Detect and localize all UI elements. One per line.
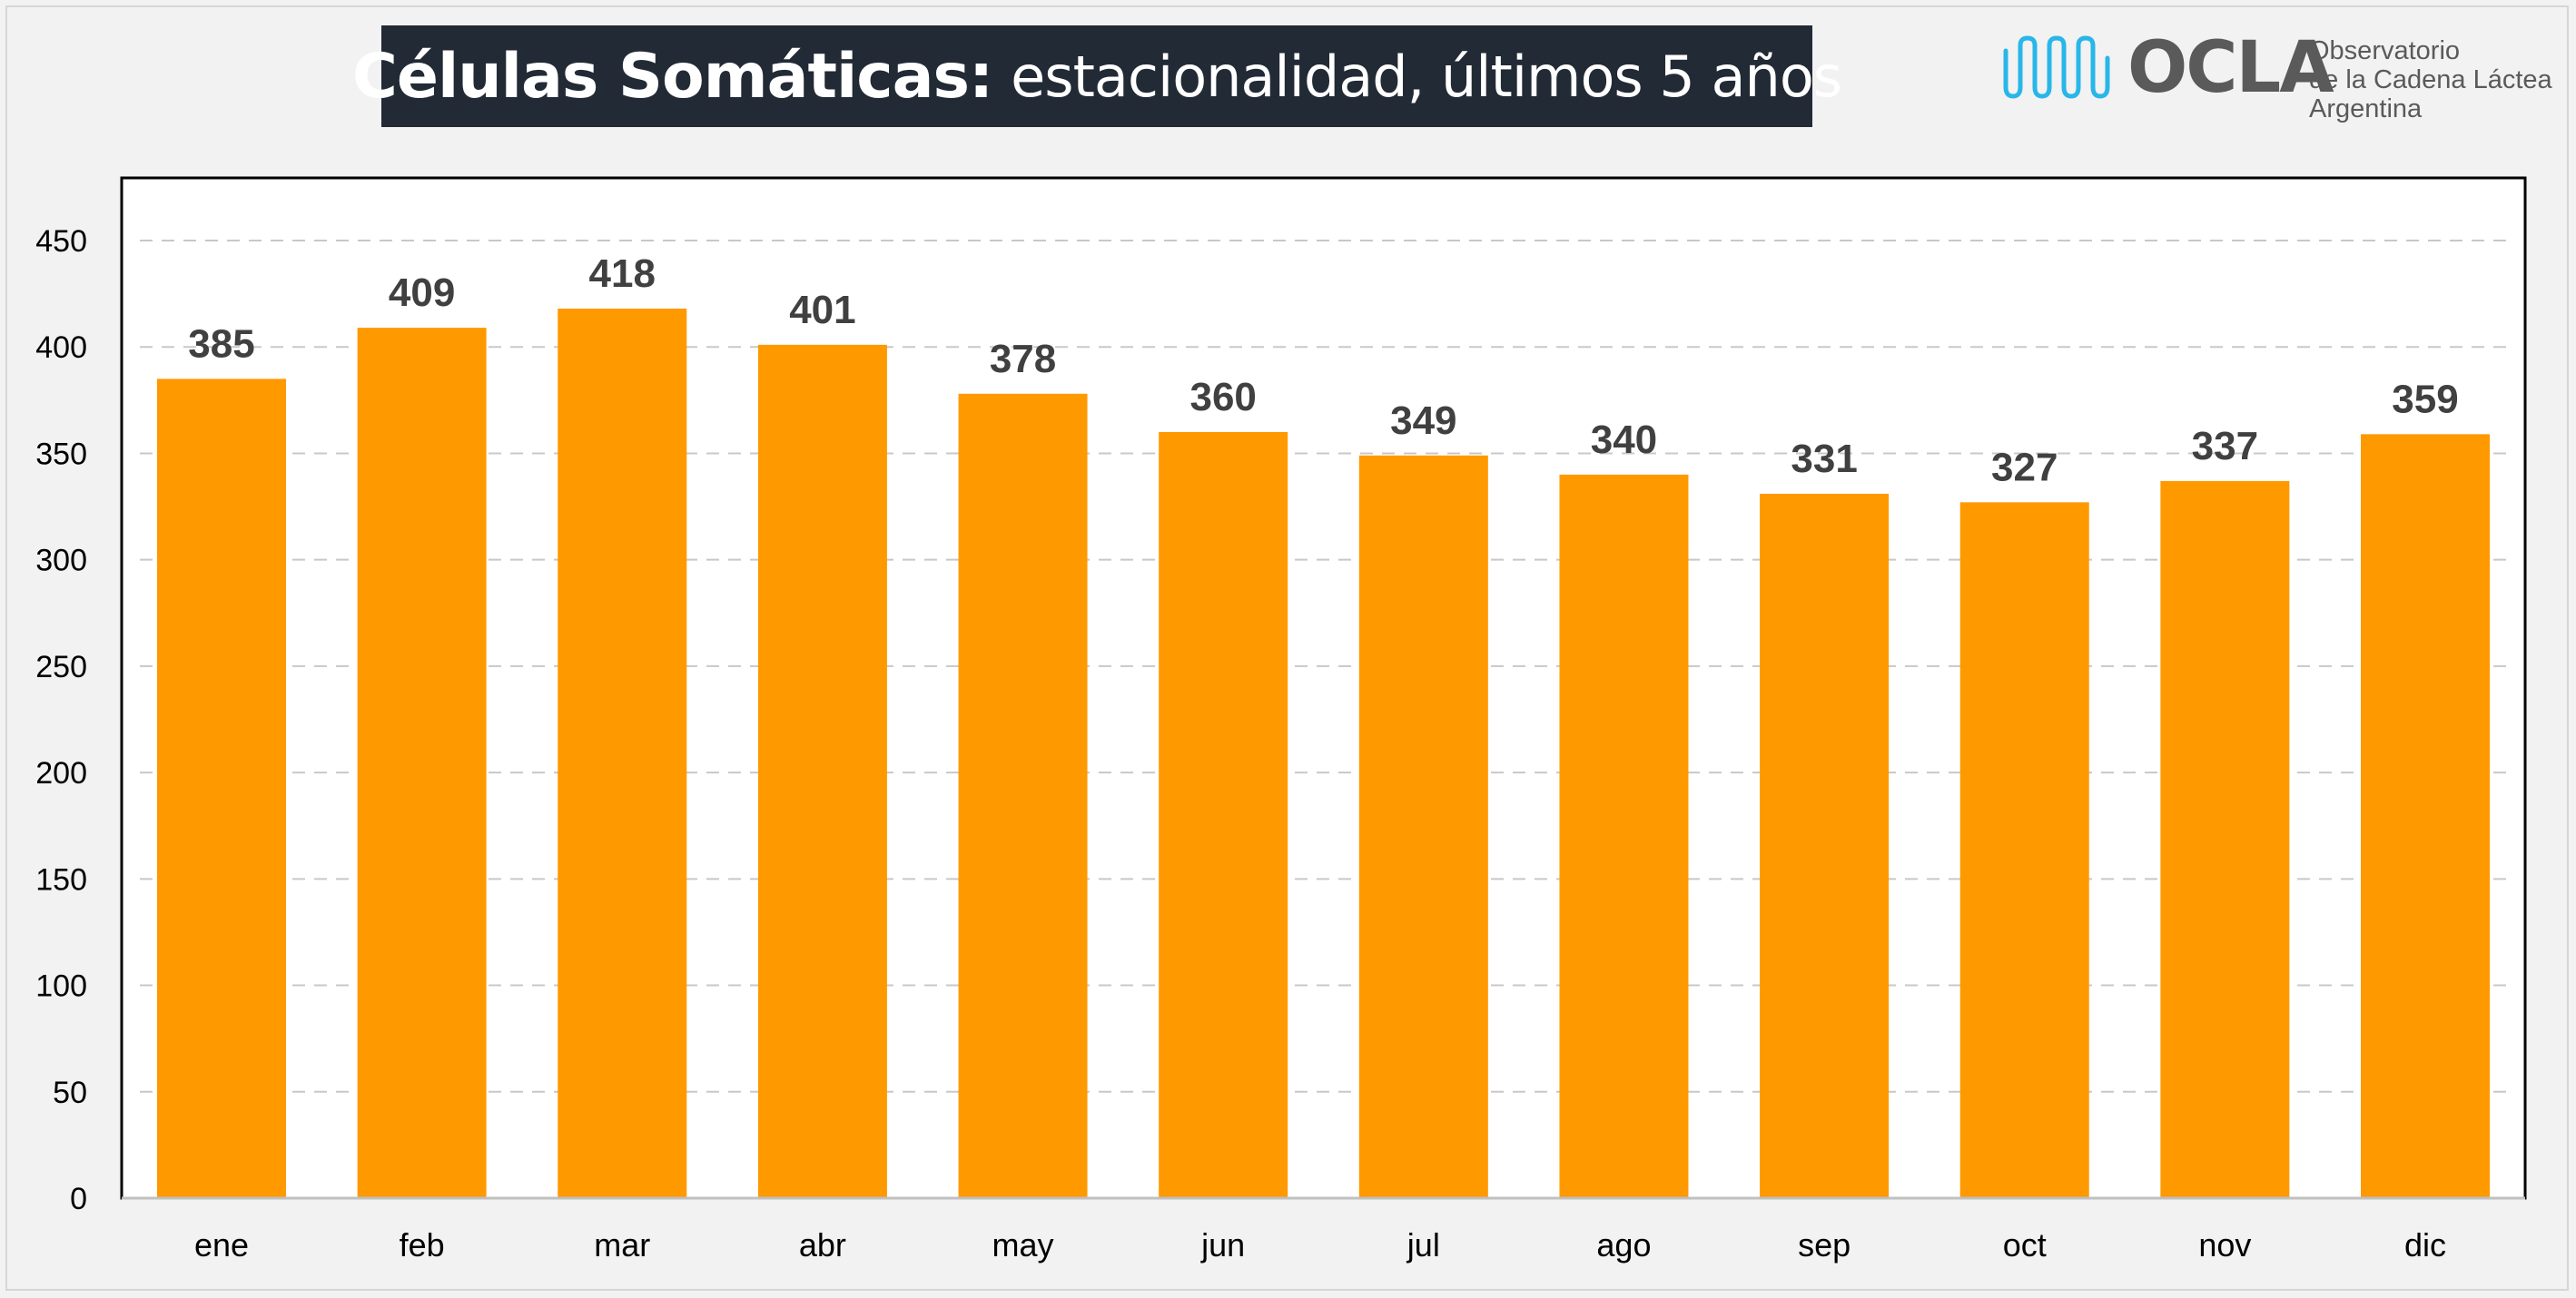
bar xyxy=(558,309,687,1198)
bar xyxy=(157,379,286,1198)
data-label: 360 xyxy=(1189,375,1256,419)
y-tick-label: 350 xyxy=(35,437,87,471)
x-tick-label: abr xyxy=(799,1226,846,1264)
y-tick-label: 300 xyxy=(35,544,87,578)
x-tick-label: may xyxy=(992,1226,1054,1264)
logo-name: OCLA xyxy=(2127,27,2334,109)
data-label: 409 xyxy=(389,270,455,315)
x-tick-label: feb xyxy=(400,1226,445,1264)
title-rest: estacionalidad, últimos 5 años xyxy=(1011,43,1842,110)
title-bold: Células Somáticas: xyxy=(351,40,993,113)
data-label: 327 xyxy=(1991,445,2058,489)
x-tick-label: nov xyxy=(2198,1226,2251,1264)
bar xyxy=(1760,493,1890,1198)
x-tick-label: mar xyxy=(594,1226,650,1264)
y-tick-label: 0 xyxy=(70,1182,87,1216)
data-label: 418 xyxy=(589,251,656,296)
y-tick-label: 400 xyxy=(35,330,87,365)
x-tick-label: jun xyxy=(1200,1226,1245,1264)
data-label: 337 xyxy=(2192,424,2258,468)
chart-title: Células Somáticas: estacionalidad, últim… xyxy=(352,25,1842,127)
plot-area xyxy=(120,176,2527,1200)
x-tick-label: sep xyxy=(1798,1226,1851,1264)
data-label: 340 xyxy=(1591,418,1657,462)
y-tick-label: 200 xyxy=(35,756,87,791)
data-label: 385 xyxy=(188,321,254,366)
ocla-logo: OCLA Observatorio de la Cadena Láctea Ar… xyxy=(2002,29,2556,133)
bar xyxy=(1159,432,1288,1198)
bar xyxy=(1559,474,1689,1198)
bar xyxy=(757,344,887,1198)
bar xyxy=(357,328,487,1199)
y-tick-label: 250 xyxy=(35,650,87,684)
bar xyxy=(1358,455,1488,1198)
data-label: 378 xyxy=(990,337,1056,381)
y-tick-label: 450 xyxy=(35,224,87,259)
logo-subtitle: Observatorio de la Cadena Láctea Argenti… xyxy=(2309,36,2552,123)
data-label: 331 xyxy=(1791,437,1857,481)
y-tick-label: 150 xyxy=(35,862,87,897)
bar xyxy=(2361,434,2490,1198)
logo-line-2: de la Cadena Láctea xyxy=(2309,65,2552,94)
x-tick-label: oct xyxy=(2003,1226,2047,1264)
milk-wave-icon xyxy=(2003,35,2110,99)
x-tick-label: jul xyxy=(1406,1226,1440,1264)
y-tick-label: 100 xyxy=(35,969,87,1004)
logo-line-1: Observatorio xyxy=(2309,36,2461,65)
bar xyxy=(1959,502,2089,1198)
y-tick-label: 50 xyxy=(53,1076,87,1110)
bar xyxy=(2160,480,2290,1198)
x-tick-label: ago xyxy=(1596,1226,1651,1264)
data-label: 401 xyxy=(789,288,855,332)
x-tick-label: dic xyxy=(2404,1226,2446,1264)
data-label: 359 xyxy=(2392,377,2458,421)
logo-line-3: Argentina xyxy=(2309,94,2423,123)
data-label: 349 xyxy=(1390,398,1456,443)
bar xyxy=(958,393,1088,1198)
x-tick-label: ene xyxy=(194,1226,249,1264)
